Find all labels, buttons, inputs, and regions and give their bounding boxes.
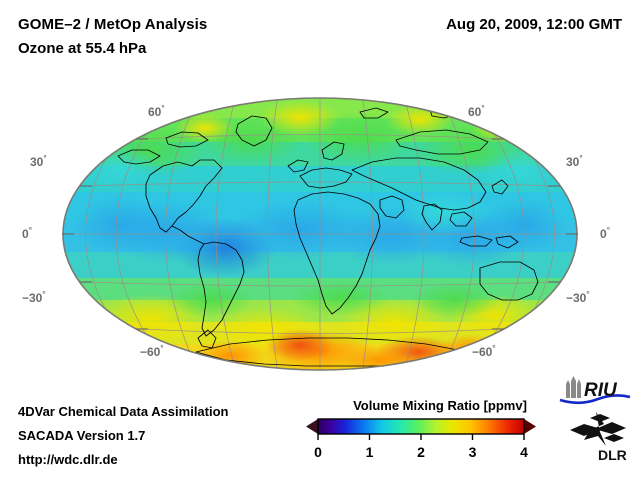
map-outline <box>62 97 578 371</box>
graticule <box>63 98 577 370</box>
lat-label-left-m30: −30° <box>22 290 46 305</box>
lat-label-left-60: 60° <box>148 104 165 119</box>
riu-swoosh-icon <box>559 394 631 405</box>
colorbar-title: Volume Mixing Ratio [ppmv] <box>353 398 527 413</box>
riu-wordmark: RIU <box>584 380 618 401</box>
riu-mark-icon <box>566 376 581 398</box>
riu-logo: RIU <box>559 376 631 405</box>
colorbar-tick-4: 4 <box>520 444 528 460</box>
dlr-wordmark: DLR <box>598 447 627 463</box>
colorbar-gradient <box>318 419 524 434</box>
dlr-pinwheel-icon <box>570 412 626 446</box>
colorbar-tick-labels: 0 1 2 3 4 <box>314 444 528 462</box>
lat-label-right-30: 30° <box>566 154 583 169</box>
footer-line-1: 4DVar Chemical Data Assimilation <box>18 404 229 419</box>
page-subtitle: Ozone at 55.4 hPa <box>18 40 147 57</box>
colorbar-ticks <box>317 434 525 440</box>
colorbar-high-cap <box>524 419 536 434</box>
lat-label-left-0: 0° <box>22 226 32 241</box>
colorbar-tick-3: 3 <box>468 444 477 460</box>
lat-label-right-m30: −30° <box>566 290 590 305</box>
colorbar <box>306 418 536 440</box>
lat-label-right-60: 60° <box>468 104 485 119</box>
coastlines <box>117 107 561 367</box>
ozone-field <box>63 98 577 370</box>
colorbar-tick-1: 1 <box>365 444 374 460</box>
page-title: GOME–2 / MetOp Analysis <box>18 16 208 33</box>
axis-ticks <box>62 138 578 330</box>
footer-line-2: SACADA Version 1.7 <box>18 428 146 443</box>
lat-label-right-m60: −60° <box>472 344 496 359</box>
colorbar-tick-2: 2 <box>417 444 425 460</box>
colorbar-tick-0: 0 <box>314 444 322 460</box>
colorbar-low-cap <box>306 419 318 434</box>
lat-label-left-m60: −60° <box>140 344 164 359</box>
datetime-label: Aug 20, 2009, 12:00 GMT <box>446 16 622 33</box>
footer-line-3: http://wdc.dlr.de <box>18 452 118 467</box>
lat-label-right-0: 0° <box>600 226 610 241</box>
lat-label-left-30: 30° <box>30 154 47 169</box>
dlr-logo: DLR <box>570 412 627 463</box>
